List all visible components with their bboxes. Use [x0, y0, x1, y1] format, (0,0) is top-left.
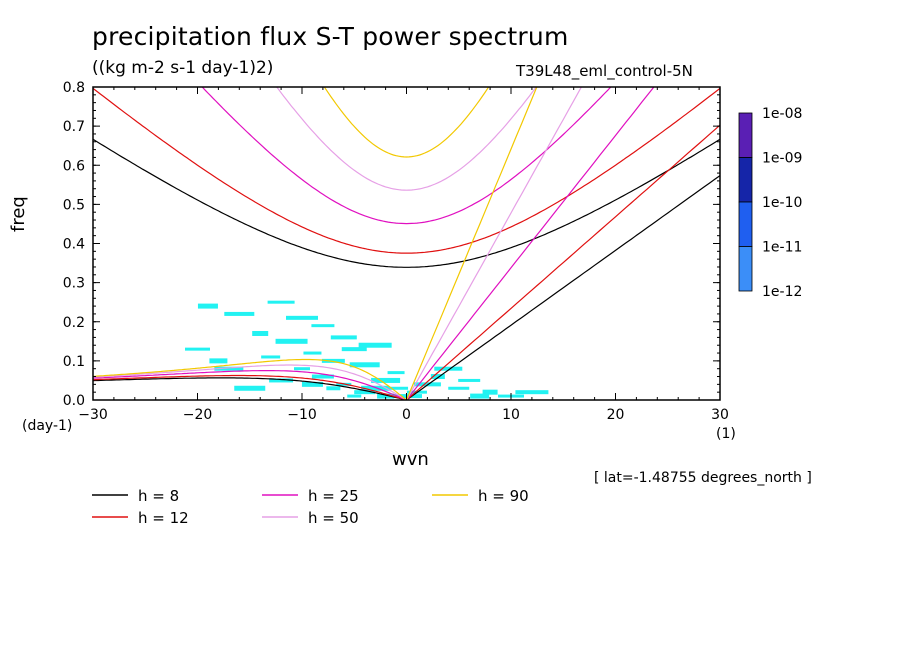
- power-patch: [470, 393, 490, 399]
- power-patch: [252, 330, 269, 336]
- y-tick-label: 0.2: [63, 315, 85, 331]
- power-patch: [303, 351, 322, 355]
- x-axis-label: wvn: [392, 449, 429, 470]
- curve-ig-h12: [93, 87, 720, 254]
- power-patch: [377, 393, 395, 399]
- power-patch: [341, 347, 367, 352]
- power-patch: [214, 366, 244, 371]
- power-patch: [311, 324, 335, 328]
- curve-ig-h50: [275, 87, 538, 191]
- power-patch: [301, 381, 323, 387]
- y-tick-label: 0.0: [63, 393, 85, 409]
- y-tick-label: 0.5: [63, 197, 85, 213]
- power-patch: [458, 378, 481, 382]
- y-tick-label: 0.6: [63, 158, 85, 174]
- chart-units: ((kg m-2 s-1 day-1)2): [92, 58, 274, 78]
- power-patch: [209, 358, 228, 364]
- legend-label: h = 50: [308, 509, 359, 527]
- power-patch: [294, 367, 310, 371]
- legend-label: h = 12: [138, 509, 189, 527]
- colorbar-label: 1e-10: [762, 195, 802, 211]
- chart-title: precipitation flux S-T power spectrum: [92, 22, 569, 51]
- power-patch: [434, 366, 463, 371]
- curve-rossby-h90: [93, 358, 407, 400]
- power-patch: [515, 390, 549, 395]
- power-patch: [269, 378, 294, 383]
- y-tick-label: 0.8: [63, 80, 85, 96]
- colorbar-label: 1e-08: [762, 106, 802, 122]
- y-tick-label: 0.4: [63, 237, 85, 253]
- colorbar-label: 1e-11: [762, 240, 802, 256]
- power-patch: [430, 374, 445, 380]
- dispersion-curves: [93, 87, 720, 400]
- power-patch: [311, 374, 334, 379]
- power-patch: [321, 358, 345, 363]
- power-patch: [358, 342, 392, 348]
- curve-ig-h8: [93, 138, 720, 268]
- colorbar-swatch: [738, 112, 753, 158]
- power-patch: [354, 390, 376, 395]
- y-tick-label: 0.1: [63, 354, 85, 370]
- power-patch: [234, 385, 266, 391]
- curve-rossby-h8: [93, 377, 407, 400]
- power-patch: [286, 315, 318, 320]
- legend-label: h = 25: [308, 487, 359, 505]
- curve-kelvin-h90: [405, 87, 538, 400]
- curve-rossby-h50: [93, 364, 407, 400]
- curve-rossby-h25: [93, 370, 407, 400]
- power-patch: [185, 347, 210, 351]
- x-tick-label: −30: [78, 407, 108, 423]
- curve-ig-h90: [323, 87, 490, 158]
- dataset-name: T39L48_eml_control-5N: [516, 62, 693, 80]
- power-patch: [267, 300, 295, 304]
- y-tick-label: 0.7: [63, 119, 85, 135]
- power-patch: [275, 338, 308, 344]
- x-tick-label: 30: [711, 407, 729, 423]
- x-axis-units: (1): [716, 426, 736, 442]
- curve-kelvin-h25: [406, 87, 655, 400]
- power-patch: [326, 386, 341, 391]
- power-patch: [384, 386, 409, 390]
- x-tick-label: −20: [183, 407, 213, 423]
- power-patch: [361, 385, 390, 391]
- latitude-annotation: [ lat=-1.48755 degrees_north ]: [594, 470, 812, 486]
- power-patch: [330, 335, 357, 340]
- power-patch: [371, 377, 401, 383]
- power-patch: [387, 371, 405, 375]
- power-patch: [347, 394, 362, 398]
- y-axis-units: (day-1): [22, 418, 73, 434]
- power-patch: [482, 389, 498, 395]
- power-patch: [224, 311, 255, 316]
- power-patch: [448, 386, 470, 390]
- power-patch: [261, 355, 281, 359]
- colorbar-swatch: [738, 246, 753, 292]
- x-tick-label: 0: [402, 407, 411, 423]
- x-tick-label: 20: [607, 407, 625, 423]
- colorbar-swatch: [738, 201, 753, 247]
- x-tick-label: −10: [287, 407, 317, 423]
- x-tick-label: 10: [502, 407, 520, 423]
- curve-kelvin-h8: [406, 175, 720, 400]
- colorbar-label: 1e-12: [762, 284, 802, 300]
- y-tick-label: 0.3: [63, 276, 85, 292]
- curve-ig-h25: [201, 87, 612, 225]
- legend-label: h = 90: [478, 487, 529, 505]
- power-patch: [197, 303, 218, 309]
- curve-kelvin-h12: [406, 124, 720, 400]
- curve-rossby-h12: [93, 374, 407, 400]
- legend-label: h = 8: [138, 487, 179, 505]
- colorbar-label: 1e-09: [762, 151, 802, 167]
- power-patch: [349, 362, 380, 368]
- colorbar-swatch: [738, 157, 753, 203]
- curve-kelvin-h50: [405, 87, 583, 400]
